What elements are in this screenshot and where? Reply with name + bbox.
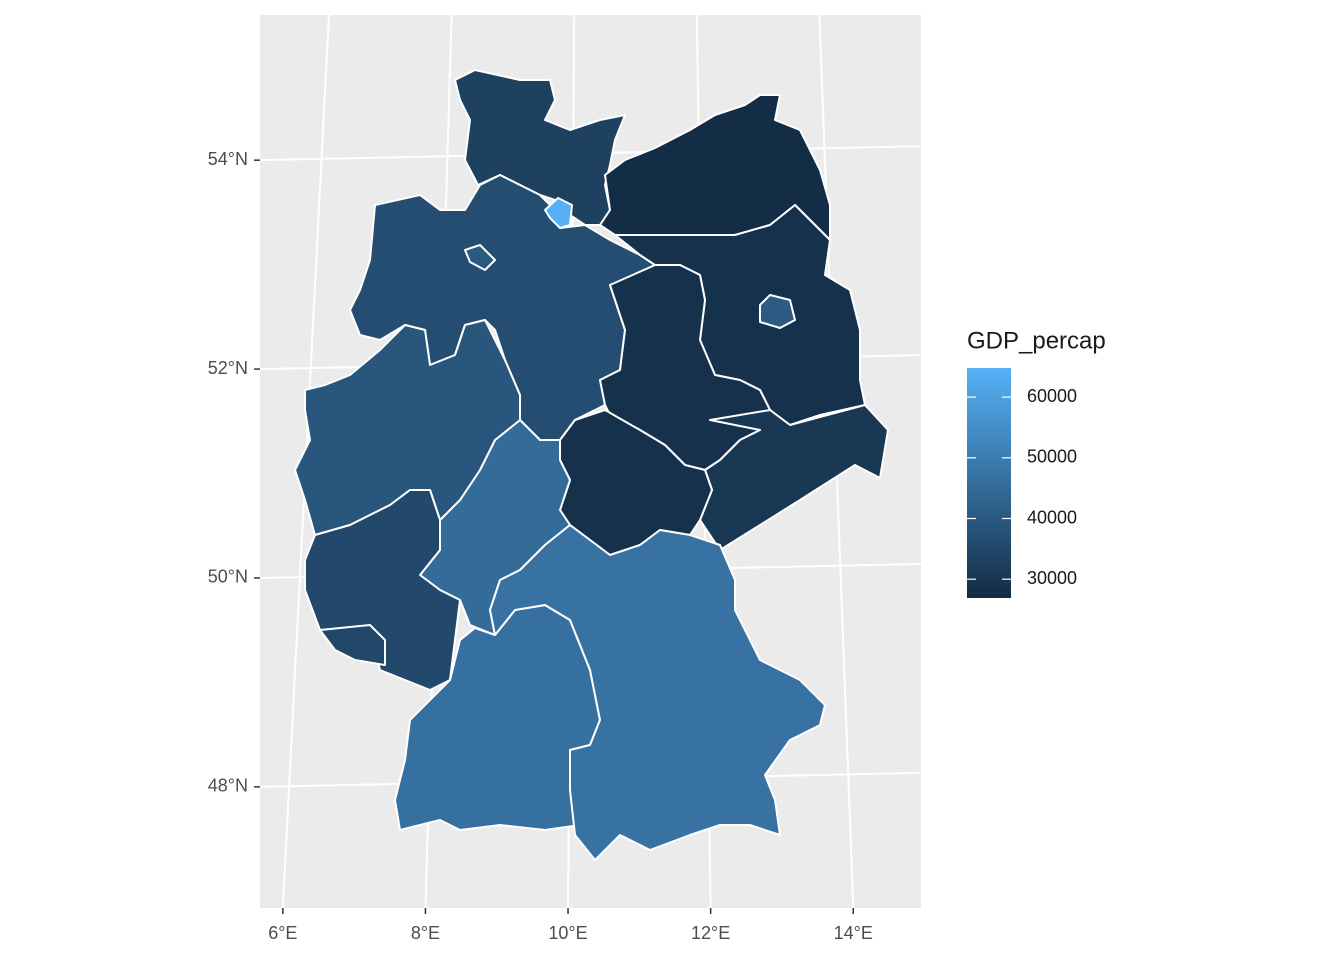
colorbar — [967, 368, 1011, 598]
region — [319, 624, 386, 666]
x-tick-label: 10°E — [548, 923, 587, 943]
region — [489, 524, 826, 861]
y-tick-label: 54°N — [208, 149, 248, 169]
region — [294, 319, 521, 536]
axes: 6°E 8°E 10°E 12°E 14°E 48°N 50°N 52°N 54°N — [208, 149, 873, 943]
region — [544, 197, 573, 229]
x-tick-label: 14°E — [834, 923, 873, 943]
legend: 30000 40000 50000 60000 — [967, 368, 1077, 598]
y-tick-label: 48°N — [208, 776, 248, 796]
region — [464, 244, 496, 271]
x-tick-label: 6°E — [268, 923, 297, 943]
legend-title: GDP_percap — [967, 327, 1106, 354]
map — [294, 69, 889, 861]
region — [699, 404, 889, 551]
region — [759, 294, 796, 329]
legend-label: 60000 — [1027, 386, 1077, 406]
x-tick-label: 12°E — [691, 923, 730, 943]
x-tick-label: 8°E — [411, 923, 440, 943]
y-tick-label: 52°N — [208, 358, 248, 378]
legend-label: 30000 — [1027, 568, 1077, 588]
legend-label: 50000 — [1027, 447, 1077, 467]
y-tick-label: 50°N — [208, 567, 248, 587]
legend-label: 40000 — [1027, 507, 1077, 527]
